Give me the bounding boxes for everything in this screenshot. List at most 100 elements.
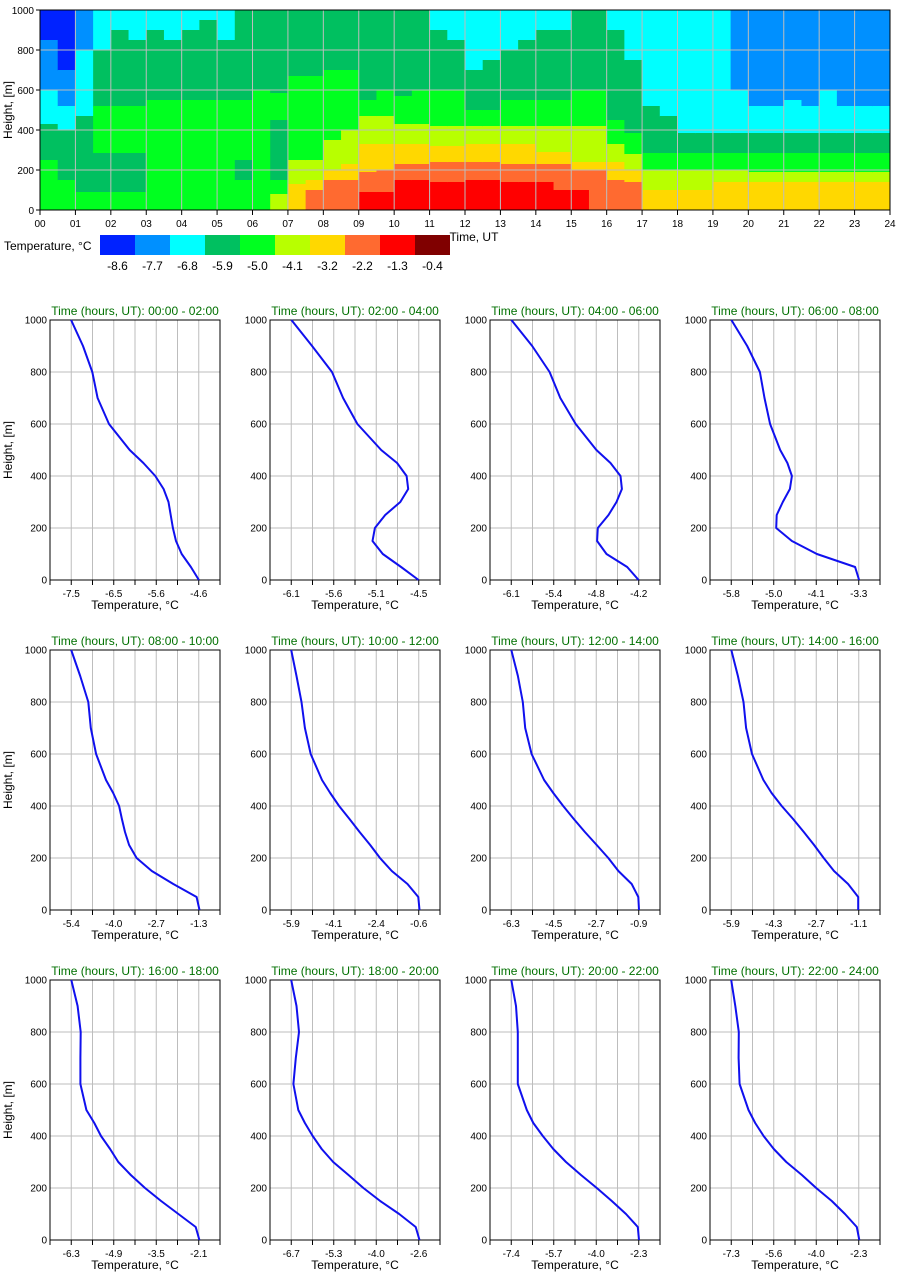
heatmap-cell xyxy=(128,10,147,41)
x-axis-label: Temperature, °C xyxy=(311,928,399,942)
heatmap-cell xyxy=(588,162,608,171)
heatmap-cell xyxy=(518,164,537,183)
y-tick-label: 800 xyxy=(250,368,267,379)
heatmap-cell xyxy=(500,50,519,101)
x-tick-label: 00 xyxy=(34,219,46,230)
heatmap-cell xyxy=(872,106,891,134)
x-tick-label: -6.3 xyxy=(503,919,521,930)
heatmap-cell xyxy=(57,180,76,211)
y-tick-label: 0 xyxy=(41,906,47,917)
y-tick-label: 400 xyxy=(470,472,487,483)
x-tick-label: 05 xyxy=(212,219,224,230)
heatmap-cell xyxy=(801,106,820,134)
x-tick-label: -2.7 xyxy=(148,919,166,930)
heatmap-cell xyxy=(819,182,838,211)
profile-chart: 0 200 400 600 800 1000 -6.3 -4.9 -3.5 -2.1 Time (h… xyxy=(1,964,221,1272)
profile-title: Time (hours, UT): 18:00 - 20:00 xyxy=(271,964,439,978)
y-tick-label: 400 xyxy=(470,802,487,813)
heatmap-cell xyxy=(872,153,891,173)
x-tick-label: -5.9 xyxy=(283,919,301,930)
heatmap-cell xyxy=(535,100,555,127)
y-tick-label: 1000 xyxy=(465,976,488,987)
temperature-profile-line xyxy=(730,319,861,581)
heatmap-cell xyxy=(287,10,307,77)
heatmap-cell xyxy=(465,126,484,145)
y-tick-label: 200 xyxy=(470,524,487,535)
heatmap-cell xyxy=(163,100,183,211)
profile-title: Time (hours, UT): 08:00 - 10:00 xyxy=(51,634,219,648)
x-tick-label: -4.2 xyxy=(630,589,648,600)
heatmap-cell xyxy=(199,20,218,101)
heatmap-cell xyxy=(535,10,555,31)
heatmap-cell xyxy=(836,10,856,107)
heatmap-cell xyxy=(217,10,236,41)
x-tick-label: -7.5 xyxy=(63,589,81,600)
y-tick-label: 400 xyxy=(250,472,267,483)
y-tick-label: 200 xyxy=(30,1184,47,1195)
heatmap-cell xyxy=(500,164,519,183)
heatmap-cell xyxy=(447,182,466,211)
heatmap-cell xyxy=(801,10,820,107)
colorbar-level-label: -2.2 xyxy=(352,259,373,273)
heatmap-cell xyxy=(146,100,165,211)
heatmap-cell xyxy=(730,182,749,211)
x-tick-label: -2.7 xyxy=(588,919,606,930)
heatmap-cell xyxy=(854,10,873,107)
heatmap-cell xyxy=(872,172,891,183)
y-tick-label: 800 xyxy=(250,1028,267,1039)
heatmap-cell xyxy=(376,90,395,117)
x-tick-label: 13 xyxy=(495,219,507,230)
heatmap-cell xyxy=(199,100,218,211)
y-tick-label: 800 xyxy=(470,698,487,709)
heatmap-cell xyxy=(93,10,112,51)
heatmap-cell xyxy=(783,133,802,154)
plot-frame xyxy=(489,319,661,581)
profile-chart: 0 200 400 600 800 1000 -5.9 -4.1 -2.4 -0.6 Time (h… xyxy=(245,634,441,942)
heatmap-cell xyxy=(323,140,342,171)
heatmap-cell xyxy=(40,90,59,125)
y-tick-label: 200 xyxy=(470,854,487,865)
heatmap-cell xyxy=(730,90,749,134)
heatmap-cell xyxy=(465,162,484,181)
x-axis-label: Temperature, °C xyxy=(751,598,839,612)
y-tick-label: 0 xyxy=(481,576,487,587)
heatmap-cell xyxy=(447,10,466,41)
profile-chart: 0 200 400 600 800 1000 -5.9 -4.3 -2.7 -1.1 Time (h… xyxy=(685,634,881,942)
heatmap-cell xyxy=(57,106,76,131)
plot-frame xyxy=(269,319,441,581)
y-tick-label: 0 xyxy=(28,206,34,217)
heatmap-cell xyxy=(518,144,537,165)
heatmap-cell xyxy=(766,153,785,173)
profile-chart: 0 200 400 600 800 1000 -5.4 -4.0 -2.7 -1.3 Time (h… xyxy=(1,634,221,942)
colorbar-level-label: -7.7 xyxy=(142,259,163,273)
profile-title: Time (hours, UT): 22:00 - 24:00 xyxy=(711,964,879,978)
heatmap-cell xyxy=(606,162,625,181)
colorbar-label: Temperature, °C xyxy=(4,239,92,253)
heatmap-cell xyxy=(217,100,236,211)
y-tick-label: 600 xyxy=(470,420,487,431)
heatmap-cell xyxy=(748,10,767,107)
heatmap-cell xyxy=(500,182,519,211)
heatmap-cell xyxy=(571,126,590,163)
colorbar-swatch xyxy=(205,235,240,255)
heatmap-cell xyxy=(482,162,501,181)
heatmap-cell xyxy=(695,153,714,171)
plot-frame xyxy=(709,649,881,911)
x-tick-label: 19 xyxy=(707,219,719,230)
x-tick-label: -3.3 xyxy=(850,589,868,600)
x-tick-label: -6.1 xyxy=(283,589,301,600)
heatmap-cell xyxy=(93,192,112,211)
heatmap-cell xyxy=(783,153,802,173)
heatmap-cell xyxy=(659,10,678,117)
heatmap-cell xyxy=(110,153,130,193)
x-tick-label: -4.0 xyxy=(105,919,123,930)
x-tick-label: -5.6 xyxy=(148,589,166,600)
heatmap-cell xyxy=(748,106,767,134)
y-tick-label: 400 xyxy=(30,472,47,483)
plot-frame xyxy=(489,649,661,911)
heatmap-cell xyxy=(181,10,200,31)
x-tick-label: -5.4 xyxy=(63,919,81,930)
heatmap-cell xyxy=(801,133,820,154)
plot-frame xyxy=(39,9,891,211)
heatmap-cell xyxy=(394,96,413,125)
